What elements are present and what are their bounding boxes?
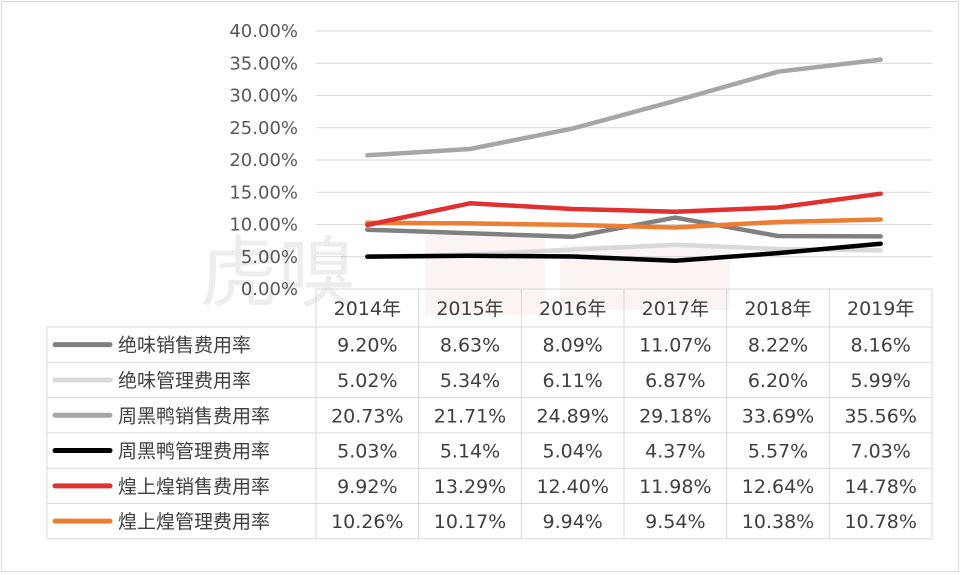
gridlines: [316, 30, 932, 258]
y-axis-tick-labels: 0.00% 5.00% 10.00% 15.00% 20.00% 25.00% 30.00%…: [229, 21, 298, 300]
series-line: [365, 217, 883, 230]
data-value-label: 14.78%: [844, 476, 916, 498]
data-value-label: 5.57%: [748, 441, 808, 463]
data-value-label: 33.69%: [742, 405, 814, 427]
series-line: [365, 191, 883, 228]
watermark-logo-block: [425, 235, 545, 315]
data-value-label: 10.78%: [844, 511, 916, 533]
data-value-label: 8.09%: [542, 335, 602, 357]
x-category-label: 2014年: [334, 298, 401, 320]
data-value-label: 4.37%: [645, 441, 705, 463]
y-tick-label: 25.00%: [229, 118, 298, 139]
x-category-label: 2017年: [642, 298, 709, 320]
y-tick-label: 40.00%: [229, 21, 298, 42]
series-name-label: 周黑鸭销售费用率: [118, 405, 270, 427]
series-line: [365, 57, 883, 158]
data-value-label: 11.07%: [639, 335, 711, 357]
data-value-label: 9.54%: [645, 511, 705, 533]
watermark-text: 虎嗅: [200, 229, 356, 319]
y-tick-label: 5.00%: [241, 247, 298, 268]
data-value-label: 10.26%: [331, 511, 403, 533]
data-value-label: 10.38%: [742, 511, 814, 533]
series-name-label: 周黑鸭管理费用率: [118, 441, 270, 463]
y-tick-label: 20.00%: [229, 150, 298, 171]
y-tick-label: 15.00%: [229, 182, 298, 203]
data-value-label: 6.20%: [748, 370, 808, 392]
x-category-label: 2019年: [847, 298, 914, 320]
data-value-label: 10.17%: [434, 511, 506, 533]
data-value-label: 7.03%: [850, 441, 910, 463]
data-value-label: 6.11%: [542, 370, 602, 392]
data-value-label: 9.92%: [337, 476, 397, 498]
data-value-label: 11.98%: [639, 476, 711, 498]
x-category-label: 2018年: [744, 298, 811, 320]
y-tick-label: 10.00%: [229, 215, 298, 236]
data-value-label: 5.99%: [850, 370, 910, 392]
data-value-label: 8.63%: [440, 335, 500, 357]
series-name-label: 绝味销售费用率: [118, 335, 251, 357]
data-value-label: 35.56%: [844, 405, 916, 427]
series-name-label: 煌上煌销售费用率: [118, 476, 270, 498]
series-name-label: 煌上煌管理费用率: [118, 511, 270, 533]
data-value-label: 5.04%: [542, 441, 602, 463]
series-line: [365, 241, 883, 264]
series-name-label: 绝味管理费用率: [118, 370, 251, 392]
data-value-label: 21.71%: [434, 405, 506, 427]
data-value-label: 8.16%: [850, 335, 910, 357]
series-lines: [365, 57, 883, 264]
y-tick-label: 35.00%: [229, 53, 298, 74]
data-value-label: 5.02%: [337, 370, 397, 392]
data-value-label: 12.40%: [536, 476, 608, 498]
data-value-label: 8.22%: [748, 335, 808, 357]
data-value-label: 12.64%: [742, 476, 814, 498]
data-value-label: 5.14%: [440, 441, 500, 463]
y-tick-label: 0.00%: [241, 279, 298, 300]
data-value-label: 13.29%: [434, 476, 506, 498]
data-value-label: 9.94%: [542, 511, 602, 533]
data-value-label: 6.87%: [645, 370, 705, 392]
data-value-label: 20.73%: [331, 405, 403, 427]
y-tick-label: 30.00%: [229, 86, 298, 107]
data-value-label: 5.03%: [337, 441, 397, 463]
data-value-label: 5.34%: [440, 370, 500, 392]
data-value-label: 24.89%: [536, 405, 608, 427]
data-value-label: 9.20%: [337, 335, 397, 357]
x-category-label: 2016年: [539, 298, 606, 320]
data-value-label: 29.18%: [639, 405, 711, 427]
x-category-label: 2015年: [436, 298, 503, 320]
